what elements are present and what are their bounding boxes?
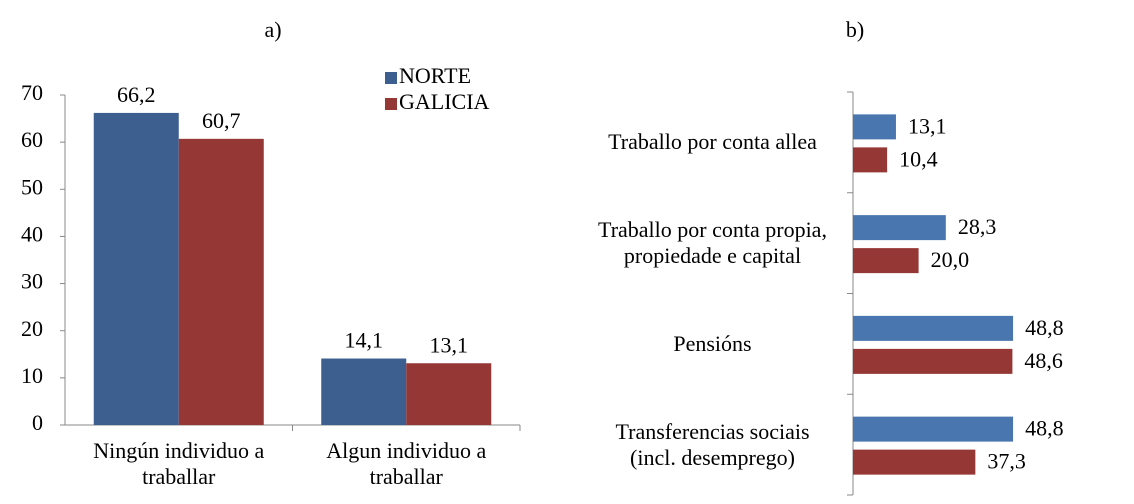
value-label: 14,1	[345, 328, 384, 353]
legend-swatch	[385, 72, 397, 84]
bar	[853, 348, 1013, 374]
bar	[853, 449, 976, 475]
value-label: 66,2	[117, 82, 156, 107]
y-tick-label: 10	[21, 363, 43, 388]
value-label: 10,4	[899, 146, 938, 171]
y-tick-label: 30	[21, 269, 43, 294]
y-tick-label: 50	[21, 174, 43, 199]
bar	[853, 114, 896, 140]
y-tick-label: Transferencias sociais (incl. desemprego…	[615, 418, 810, 470]
legend-swatch	[385, 98, 397, 110]
chart-title: b)	[846, 17, 864, 42]
bar	[853, 215, 946, 241]
value-label: 60,7	[202, 108, 241, 133]
bar	[178, 138, 264, 426]
y-tick-label: 40	[21, 221, 43, 246]
value-label: 48,8	[1025, 416, 1064, 441]
chart-title: a)	[264, 17, 281, 42]
value-label: 28,3	[958, 214, 997, 239]
bar	[321, 358, 407, 425]
bar	[406, 363, 492, 425]
bar	[853, 416, 1014, 442]
y-tick-label: 60	[21, 127, 43, 152]
value-label: 13,1	[430, 332, 469, 357]
bar	[853, 147, 888, 173]
value-label: 13,1	[908, 113, 947, 138]
bar	[93, 112, 179, 426]
legend-label: NORTE	[399, 63, 471, 88]
y-tick-label: 0	[32, 410, 43, 435]
y-tick-label: Pensións	[673, 330, 752, 356]
x-tick-label: Algun individuo a traballar	[326, 438, 487, 489]
y-tick-label: Traballo por conta propia, propiedade e …	[598, 217, 827, 269]
value-label: 20,0	[931, 247, 970, 272]
bar	[853, 248, 919, 274]
bar	[853, 315, 1014, 341]
value-label: 37,3	[987, 449, 1026, 474]
y-tick-label: Traballo por conta allea	[608, 129, 817, 155]
value-label: 48,8	[1025, 315, 1064, 340]
value-label: 48,6	[1024, 348, 1063, 373]
y-tick-label: 20	[21, 316, 43, 341]
legend-label: GALICIA	[399, 89, 490, 114]
x-tick-label: Ningún individuo a traballar	[93, 438, 265, 489]
y-tick-label: 70	[21, 80, 43, 105]
